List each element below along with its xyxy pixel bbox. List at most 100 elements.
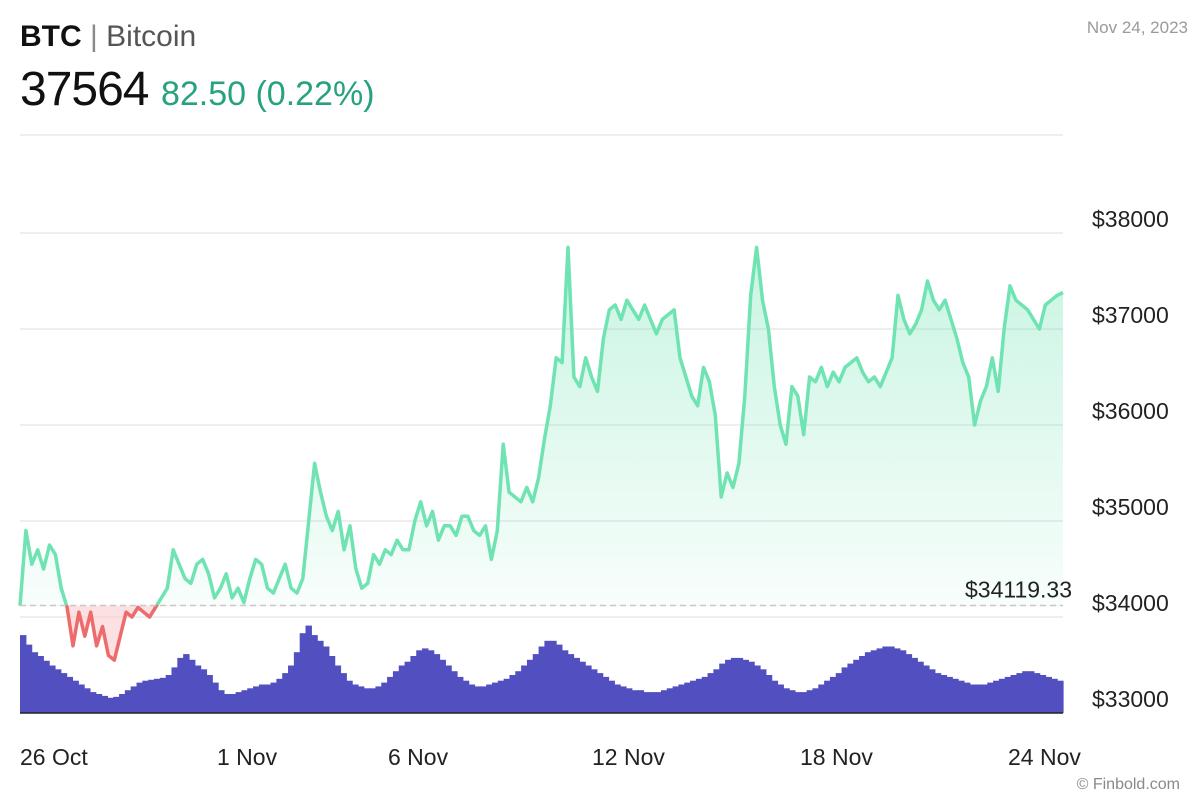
volume-bar [387,676,394,713]
volume-bar [305,625,312,713]
y-tick-label: $35000 [1092,494,1169,520]
volume-bar [282,673,289,713]
volume-bar [585,665,592,713]
volume-bar [422,648,429,713]
volume-bar [480,686,487,713]
y-tick-label: $34000 [1092,590,1169,616]
price-lines [18,245,1064,662]
volume-bars [20,625,1064,714]
ticker-symbol: BTC [20,20,82,53]
volume-bar [142,680,149,713]
volume-bar [841,667,849,713]
volume-bar [1022,671,1029,713]
volume-bar [777,684,784,713]
volume-bar [206,675,213,713]
ticker-line: BTC | Bitcoin [20,18,375,56]
volume-bar [322,646,330,713]
volume-bar [573,657,580,713]
volume-bar [264,684,272,713]
volume-bar [212,682,219,713]
asset-name: Bitcoin [106,20,197,53]
x-tick-label: 18 Nov [800,744,873,770]
volume-bar [258,684,266,713]
volume-bar [742,659,749,713]
volume-bar [171,667,178,713]
volume-bar [515,671,522,713]
x-tick-label: 24 Nov [1008,744,1081,770]
volume-bar [183,654,190,713]
volume-bar [707,673,714,713]
volume-bar [229,694,237,713]
volume-bar [328,656,336,713]
volume-bar [503,678,511,713]
volume-bar [276,678,283,713]
volume-bar [486,684,493,713]
volume-bar [561,650,569,713]
volume-bar [451,671,458,713]
volume-bar [544,640,551,713]
price-area-above [20,247,1063,605]
volume-bar [923,665,930,713]
volume-bar [37,656,44,713]
volume-bar [474,686,481,713]
volume-bar [130,686,138,713]
volume-bar [346,680,353,713]
volume-bar [876,648,883,713]
volume-bar [113,696,120,713]
chart-header: BTC | Bitcoin 37564 82.50 (0.22%) [20,18,375,127]
volume-bar [352,684,359,713]
volume-bar [165,675,173,713]
volume-bar [719,663,726,713]
volume-bar [54,669,62,713]
volume-bar [89,692,97,713]
volume-bar [917,661,924,713]
volume-bar [253,686,260,713]
y-tick-label: $36000 [1092,398,1169,424]
volume-bar [806,690,814,713]
volume-bar [713,669,720,713]
volume-bar [218,690,225,713]
volume-bar [952,678,959,713]
volume-bar [101,695,109,713]
price-line-above [18,245,1064,605]
volume-bar [1004,676,1012,713]
reference-label: $34119.33 [965,577,1072,603]
volume-bar [602,676,610,713]
volume-bar [853,659,860,713]
volume-bar [684,682,691,713]
volume-bar [270,682,277,713]
volume-bar [1057,680,1064,713]
volume-bar [1051,678,1058,713]
volume-bar [579,661,586,713]
volume-bar [1016,673,1023,713]
volume-bar [509,675,516,713]
volume-bar [655,692,662,713]
volume-bar [491,682,499,713]
x-axis: 26 Oct 1 Nov 6 Nov 12 Nov 18 Nov 24 Nov [20,744,1081,770]
volume-bar [340,673,347,713]
y-tick-label: $38000 [1092,206,1169,232]
volume-bar [666,688,674,713]
volume-bar [969,684,977,713]
volume-bar [760,669,767,713]
volume-bar [462,680,470,713]
volume-bar [293,652,301,713]
volume-bar [526,659,534,713]
reference-line-group: $34119.33 [20,577,1072,607]
volume-bar [730,657,738,713]
volume-bar [800,692,808,713]
volume-bar [818,684,825,713]
volume-bar [631,690,639,713]
volume-bar [946,676,953,713]
volume-bar [119,694,126,713]
volume-bar [66,676,74,713]
volume-bar [643,692,650,713]
volume-bar [894,648,901,713]
volume-bar [223,694,231,713]
volume-bar [905,654,913,713]
volume-bar [445,665,452,713]
volume-bar [427,650,435,713]
volume-bar [748,661,755,713]
volume-bar [829,676,837,713]
volume-bar [247,688,254,713]
